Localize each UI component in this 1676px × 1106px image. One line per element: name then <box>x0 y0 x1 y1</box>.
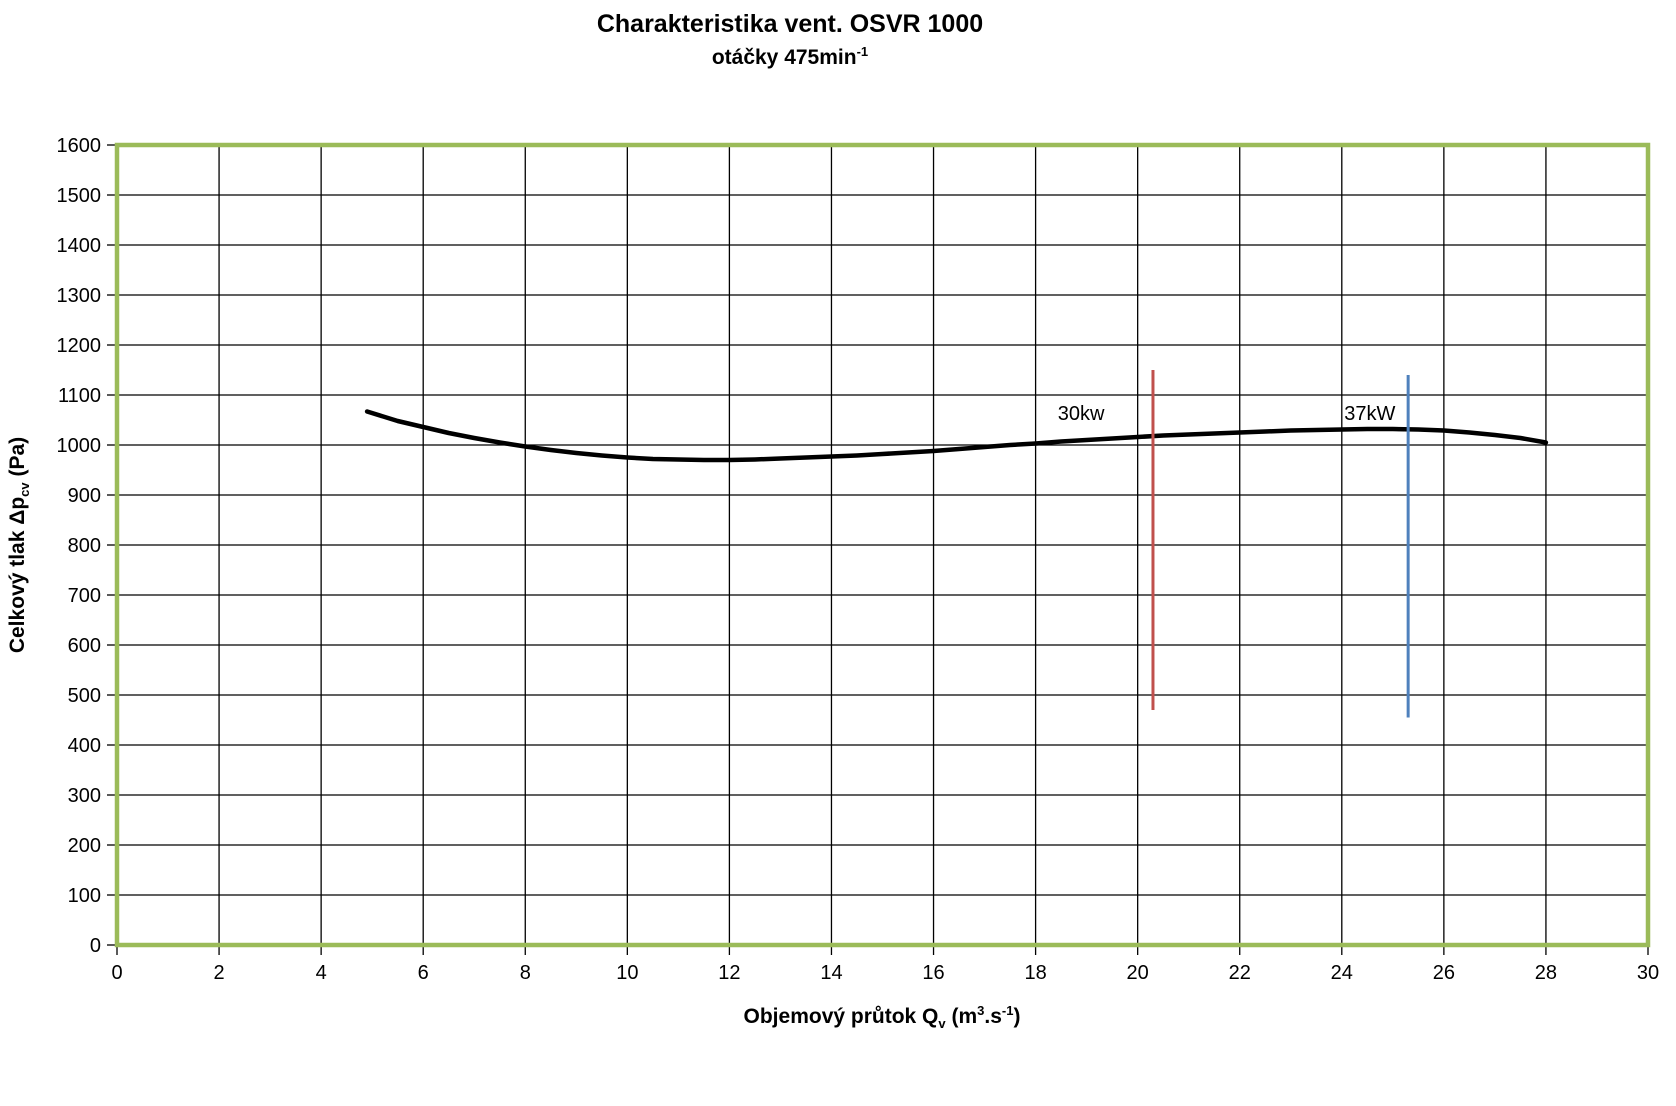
y-tick-label: 1400 <box>57 235 102 257</box>
x-tick-label: 2 <box>214 962 225 984</box>
power-line-37kW-label: 37kW <box>1344 403 1395 425</box>
x-tick-label: 10 <box>616 962 638 984</box>
x-tick-label: 8 <box>520 962 531 984</box>
x-tick-label: 30 <box>1637 962 1659 984</box>
x-tick-label: 12 <box>718 962 740 984</box>
y-tick-label: 400 <box>68 735 101 757</box>
plot-border <box>114 142 1651 948</box>
x-tick-label: 18 <box>1024 962 1046 984</box>
x-tick-label: 0 <box>111 962 122 984</box>
x-tick-label: 6 <box>418 962 429 984</box>
fan-curve <box>364 409 1549 463</box>
y-tick-label: 200 <box>68 835 101 857</box>
chart-subtitle-superscript: -1 <box>856 44 869 59</box>
x-tick-label: 28 <box>1535 962 1557 984</box>
y-tick-label: 1300 <box>57 285 102 307</box>
y-tick-label: 600 <box>68 635 101 657</box>
x-tick-label: 24 <box>1331 962 1353 984</box>
chart-subtitle: otáčky 475min-1 <box>0 44 1580 70</box>
y-tick-label: 1500 <box>57 185 102 207</box>
y-tick-label: 900 <box>68 485 101 507</box>
y-tick-label: 800 <box>68 535 101 557</box>
chart-subtitle-text: otáčky 475min <box>711 46 857 69</box>
x-tick-label: 14 <box>820 962 842 984</box>
y-tick-label: 700 <box>68 585 101 607</box>
y-tick-label: 300 <box>68 785 101 807</box>
chart-title: Charakteristika vent. OSVR 1000 <box>596 10 984 38</box>
y-tick-label: 1100 <box>58 385 101 407</box>
y-tick-label: 0 <box>90 935 101 957</box>
x-tick-label: 4 <box>316 962 327 984</box>
x-tick-label: 26 <box>1433 962 1455 984</box>
x-tick-label: 20 <box>1127 962 1149 984</box>
y-tick-label: 1600 <box>57 135 102 157</box>
x-tick-label: 22 <box>1229 962 1251 984</box>
y-tick-label: 500 <box>68 685 101 707</box>
y-axis-title: Celkový tlak Δpcv (Pa) <box>6 436 33 654</box>
power-line-30kw-label: 30kw <box>1058 403 1105 425</box>
y-tick-label: 1200 <box>57 335 102 357</box>
y-tick-label: 100 <box>68 885 101 907</box>
y-tick-label: 1000 <box>57 435 102 457</box>
x-tick-label: 16 <box>922 962 944 984</box>
x-axis-title: Objemový průtok Qv (m3.s-1) <box>743 1003 1021 1032</box>
